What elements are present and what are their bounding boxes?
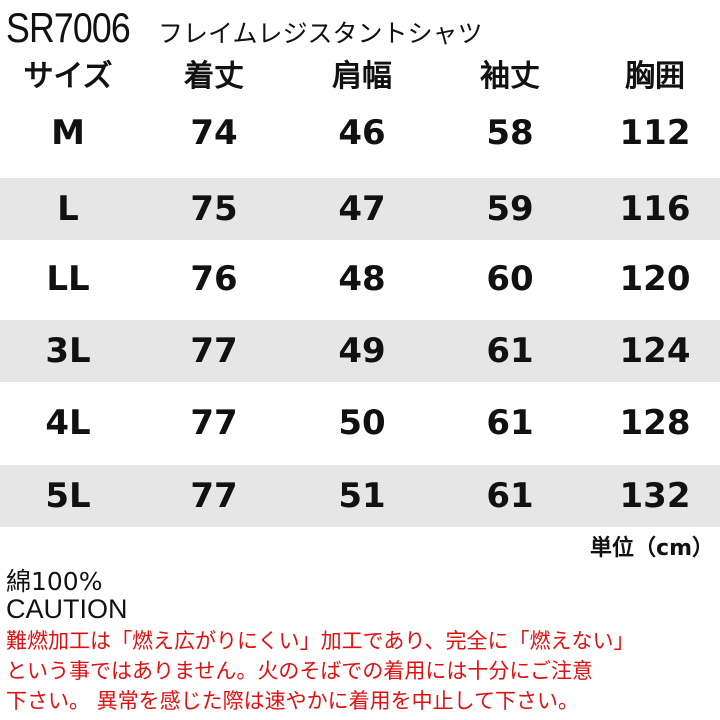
cell-size: LL	[46, 259, 90, 299]
cell-length: 75	[190, 189, 238, 229]
header-chest: 胸囲	[625, 59, 685, 94]
cell-size: M	[51, 113, 85, 153]
table-header: サイズ 着丈 肩幅 袖丈 胸囲	[0, 46, 720, 108]
cell-length: 77	[190, 331, 238, 371]
cell-length: 77	[190, 403, 238, 443]
cell-shoulder: 50	[338, 403, 386, 443]
cell-chest: 132	[619, 476, 691, 516]
cell-shoulder: 48	[338, 259, 386, 299]
cell-size: L	[57, 189, 79, 229]
cell-length: 76	[190, 259, 238, 299]
product-title: SR7006 フレイムレジスタントシャツ	[6, 4, 483, 54]
cell-sleeve: 61	[486, 476, 534, 516]
cell-size: 3L	[45, 331, 91, 371]
cell-chest: 128	[619, 403, 691, 443]
cell-size: 5L	[45, 476, 91, 516]
cell-chest: 120	[619, 259, 691, 299]
header-size: サイズ	[23, 59, 113, 94]
cell-chest: 116	[619, 189, 691, 229]
table-row: M 74 46 58 112	[0, 102, 720, 164]
table-row: 5L 77 51 61 132	[0, 465, 720, 527]
caution-text: 難燃加工は「燃え広がりにくい」加工であり、完全に「燃えない」 という事ではありま…	[6, 629, 635, 713]
cell-sleeve: 59	[486, 189, 534, 229]
cell-size: 4L	[45, 403, 91, 443]
cell-shoulder: 49	[338, 331, 386, 371]
table-row: 4L 77 50 61 128	[0, 392, 720, 454]
material-label: 綿100%	[6, 567, 103, 596]
cell-shoulder: 46	[338, 113, 386, 153]
cell-sleeve: 61	[486, 331, 534, 371]
cell-length: 74	[190, 113, 238, 153]
table-row: L 75 47 59 116	[0, 178, 720, 240]
cell-shoulder: 47	[338, 189, 386, 229]
cell-chest: 124	[619, 331, 691, 371]
header-length: 着丈	[184, 59, 244, 94]
header-sleeve: 袖丈	[480, 59, 540, 94]
product-code: SR7006	[6, 4, 131, 51]
cell-length: 77	[190, 476, 238, 516]
cell-sleeve: 58	[486, 113, 534, 153]
unit-label: 単位（cm）	[590, 536, 714, 561]
caution-label: CAUTION	[6, 594, 128, 624]
table-row: LL 76 48 60 120	[0, 248, 720, 310]
cell-shoulder: 51	[338, 476, 386, 516]
cell-chest: 112	[619, 113, 691, 153]
product-name: フレイムレジスタントシャツ	[158, 19, 483, 48]
header-shoulder: 肩幅	[332, 59, 392, 94]
table-row: 3L 77 49 61 124	[0, 320, 720, 382]
cell-sleeve: 61	[486, 403, 534, 443]
cell-sleeve: 60	[486, 259, 534, 299]
